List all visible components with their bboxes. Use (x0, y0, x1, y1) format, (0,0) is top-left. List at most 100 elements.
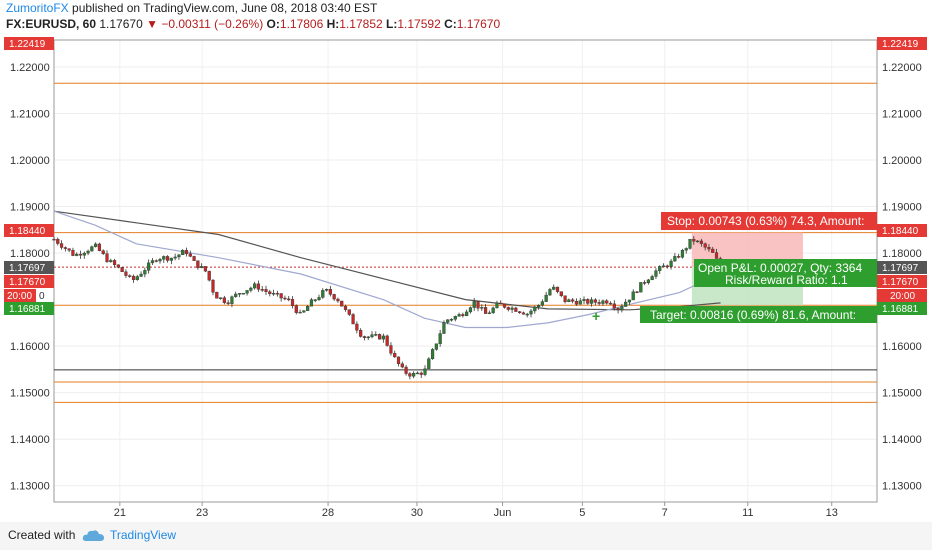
candle-body (412, 372, 416, 377)
y-tick-label-right: 1.16000 (882, 341, 922, 353)
candle-body (351, 314, 355, 325)
candle-body (147, 262, 151, 271)
candle-body (249, 287, 253, 291)
candle-body (192, 256, 196, 261)
candle-body (271, 292, 276, 295)
y-tick-label-right: 1.15000 (882, 388, 922, 400)
candle-body (472, 301, 476, 308)
candle-body (483, 307, 488, 314)
candle-body (105, 253, 109, 263)
right-tag-stop: 1.18440 (882, 226, 919, 237)
author-link[interactable]: ZumoritoFX (6, 1, 69, 15)
y-tick-label-right: 1.21000 (882, 109, 922, 121)
candle-body (571, 299, 575, 302)
candle-body (90, 246, 94, 252)
candle-body (635, 291, 639, 293)
candle-body (162, 256, 166, 260)
price-chart[interactable]: 1.22000 1.22000 1.21000 1.21000 1.20000 1.200… (0, 0, 932, 522)
candle-body (215, 292, 219, 299)
candle-body (627, 299, 632, 303)
candle-body (245, 290, 249, 294)
candle-body (404, 366, 408, 374)
candle-body (56, 238, 60, 244)
candle-body (506, 307, 510, 310)
y-tick-label-right: 1.18000 (882, 248, 922, 260)
right-price-tags: 1.22419 1.18440 1.17697 1.17670 20:00 1.… (877, 37, 927, 315)
candle-body (423, 368, 427, 375)
candle-body (67, 248, 71, 251)
candle-body (279, 293, 283, 299)
candle-body (139, 273, 143, 277)
candle-body (563, 295, 567, 303)
candle-body (393, 353, 397, 358)
candle-body (680, 249, 685, 258)
candle-body (510, 307, 514, 310)
candle-body (237, 293, 242, 295)
candle-body (525, 313, 529, 316)
candle-body (608, 302, 613, 305)
candle-body (415, 372, 420, 375)
high-label: H: (326, 17, 340, 31)
candle-body (169, 257, 173, 261)
candle-body (442, 322, 446, 334)
close-value: 1.17670 (456, 17, 501, 31)
candle-body (222, 297, 226, 303)
created-with-text: Created with (8, 528, 76, 542)
candle-body (370, 334, 374, 338)
candle-body (658, 266, 662, 271)
x-tick-label: 5 (579, 507, 585, 519)
tradingview-cloud-icon[interactable] (82, 528, 106, 544)
candle-body (661, 265, 666, 268)
candle-body (521, 312, 526, 315)
y-tick-label-right: 1.13000 (882, 481, 922, 493)
candle-body (502, 303, 507, 308)
candle-body (302, 310, 306, 313)
candle-body (359, 330, 363, 337)
candle-body (555, 286, 560, 292)
candle-body (711, 248, 715, 253)
candle-body (582, 299, 586, 301)
candle-body (453, 316, 457, 320)
right-tag-last: 1.17670 (882, 277, 919, 288)
candle-body (347, 309, 351, 315)
candle-body (207, 270, 211, 281)
pl-label: Open P&L: 0.00027, Qty: 3364 Risk/Reward… (694, 259, 877, 287)
published-text: published on TradingView.com, June 08, 2… (68, 1, 378, 15)
candle-body (650, 276, 654, 281)
candle-body (230, 296, 234, 304)
candle-body (468, 307, 473, 313)
candle-body (673, 256, 677, 262)
candle-body (400, 363, 404, 368)
candle-body (306, 306, 310, 311)
candle-body (616, 307, 620, 311)
low-value: 1.17592 (397, 17, 441, 31)
candle-body (574, 301, 579, 305)
candle-body (457, 314, 461, 317)
tradingview-link[interactable]: TradingView (110, 528, 177, 542)
right-tag-target: 1.16881 (882, 304, 919, 315)
candle-body (321, 290, 325, 298)
candle-body (465, 311, 469, 316)
candle-body (94, 243, 98, 247)
candle-body (268, 291, 272, 295)
high-value: 1.17852 (339, 17, 383, 31)
down-triangle-icon: ▼ (146, 17, 158, 31)
candle-body (491, 307, 495, 314)
candle-body (449, 318, 454, 321)
right-tag-timer: 20:00 (890, 291, 915, 302)
y-tick-label-left: 1.14000 (10, 434, 50, 446)
left-tag-target: 1.16881 (9, 304, 46, 315)
moving-average-line (53, 210, 705, 329)
candle-body (669, 260, 673, 267)
candle-body (332, 294, 336, 300)
x-tick-label: Jun (494, 507, 512, 519)
candle-body (317, 297, 321, 300)
x-tick-label: 30 (411, 507, 423, 519)
close-label: C: (444, 17, 457, 31)
target-text: Target: 0.00816 (0.69%) 81.6, Amount: (650, 308, 856, 322)
candle-body (548, 289, 552, 296)
candle-body (536, 305, 541, 308)
candle-body (377, 334, 382, 340)
candle-body (495, 302, 499, 309)
left-tag-top: 1.22419 (9, 39, 46, 50)
